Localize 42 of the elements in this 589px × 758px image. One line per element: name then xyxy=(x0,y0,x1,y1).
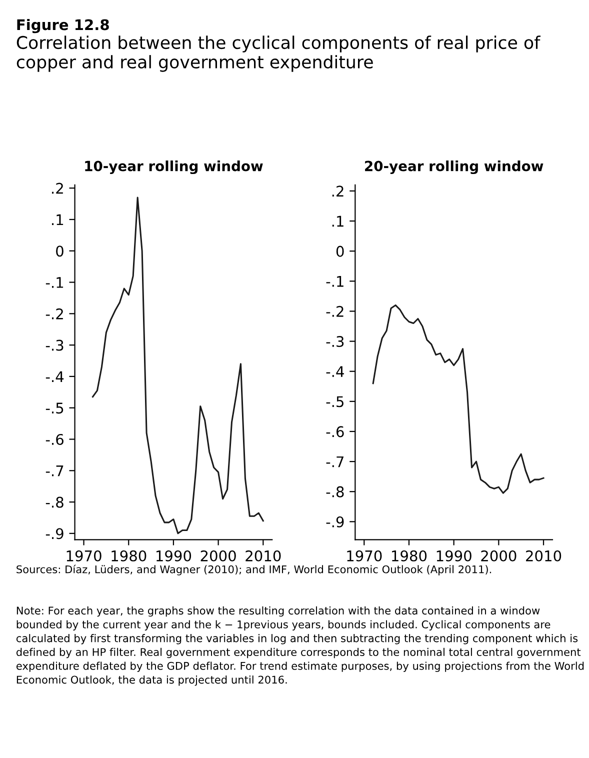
x-tick-label: 1970 xyxy=(347,550,382,562)
y-tick-label: -.3 xyxy=(46,340,64,351)
y-tick-label: -.4 xyxy=(46,371,64,382)
chart-title: 20-year rolling window xyxy=(365,160,544,174)
x-tick-label: 1990 xyxy=(436,550,472,562)
y-tick-label: -.8 xyxy=(326,486,344,498)
y-tick-label: .1 xyxy=(332,216,344,227)
x-tick-label: 2000 xyxy=(481,550,516,562)
y-tick-label: -.3 xyxy=(326,336,344,348)
y-tick-label: -.8 xyxy=(46,496,64,508)
x-tick-label: 2010 xyxy=(246,550,281,562)
y-tick-label: -.7 xyxy=(46,466,64,476)
y-tick-label: -.7 xyxy=(326,456,344,468)
x-tick-label: 1980 xyxy=(112,550,146,562)
x-tick-label: 2000 xyxy=(200,550,236,562)
text: Note: For each year, the graphs show the resulting correlation with the data contained in a window bounded by the current year and the k − 1previous years, bounds included. Cyclical components are calculated by first transforming the variables in log and then subtracting the trending component which is defined by an HP filter. Real government expenditure corresponds to the nominal total central government expenditure deflated by the GDP deflator. For trend estimate purposes, by using projections from the World Economic Outlook, the data is projected until 2016. xyxy=(16,606,584,686)
y-tick-label: -.1 xyxy=(46,277,64,288)
caption: Figure 12.8 xyxy=(17,18,109,34)
y-tick-label: -.1 xyxy=(326,276,344,287)
y-tick-label: 0 xyxy=(336,246,344,257)
y-tick-label: -.2 xyxy=(46,308,63,320)
y-tick-label: -.9 xyxy=(46,528,64,540)
y-tick-label: -.4 xyxy=(326,366,344,377)
y-tick-label: -.2 xyxy=(326,306,344,317)
y-tick-label: -.6 xyxy=(46,434,64,445)
x-tick-label: 1990 xyxy=(156,550,192,562)
x-tick-label: 1970 xyxy=(66,550,102,562)
y-tick-label: .2 xyxy=(52,182,63,194)
y-tick-label: -.9 xyxy=(326,516,344,528)
y-tick-label: -.5 xyxy=(46,402,64,414)
x-tick-label: 2010 xyxy=(526,550,562,562)
line-series xyxy=(92,196,264,534)
y-tick-label: 0 xyxy=(56,246,64,257)
y-tick-label: .2 xyxy=(332,186,344,197)
y-tick-label: -.5 xyxy=(326,396,344,408)
source-note: Sources: Díaz, Lüders, and Wagner (2010); and IMF, World Economic Outlook (April 2011). xyxy=(16,564,492,576)
line-series xyxy=(372,304,544,494)
y-tick-label: -.6 xyxy=(326,426,344,438)
chart-title: 10-year rolling window xyxy=(85,160,263,174)
x-tick-label: 1980 xyxy=(392,550,427,562)
text: Correlation between the cyclical components of real price of copper and real government expenditure xyxy=(16,36,541,72)
y-tick-label: .1 xyxy=(52,214,64,226)
